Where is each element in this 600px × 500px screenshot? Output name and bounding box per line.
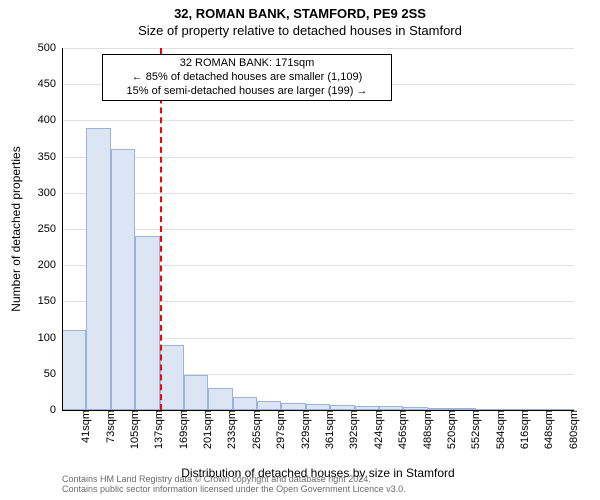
x-tick-label: 297sqm bbox=[269, 410, 287, 460]
x-tick-label: 361sqm bbox=[318, 410, 336, 460]
y-tick-label: 250 bbox=[38, 223, 62, 235]
y-tick-label: 200 bbox=[38, 259, 62, 271]
x-tick-label: 552sqm bbox=[464, 410, 482, 460]
y-tick-label: 50 bbox=[44, 368, 62, 380]
reference-line bbox=[160, 48, 162, 410]
annotation-line: 15% of semi-detached houses are larger (… bbox=[109, 85, 385, 99]
y-tick-label: 350 bbox=[38, 151, 62, 163]
gridline bbox=[62, 229, 574, 230]
chart-title: 32, ROMAN BANK, STAMFORD, PE9 2SS bbox=[0, 6, 600, 21]
x-tick-label: 392sqm bbox=[342, 410, 360, 460]
y-tick-label: 450 bbox=[38, 78, 62, 90]
histogram-bar bbox=[86, 128, 110, 410]
x-tick-label: 680sqm bbox=[562, 410, 580, 460]
x-tick-label: 424sqm bbox=[367, 410, 385, 460]
histogram-bar bbox=[135, 236, 159, 410]
y-tick-label: 500 bbox=[38, 42, 62, 54]
x-tick-label: 584sqm bbox=[489, 410, 507, 460]
x-tick-label: 201sqm bbox=[196, 410, 214, 460]
histogram-bar bbox=[208, 388, 232, 410]
y-tick-label: 100 bbox=[38, 332, 62, 344]
y-tick-label: 300 bbox=[38, 187, 62, 199]
x-tick-label: 105sqm bbox=[123, 410, 141, 460]
gridline bbox=[62, 120, 574, 121]
x-tick-label: 169sqm bbox=[172, 410, 190, 460]
histogram-bar bbox=[257, 401, 281, 410]
y-axis-line bbox=[62, 48, 63, 410]
x-tick-label: 616sqm bbox=[513, 410, 531, 460]
x-tick-label: 456sqm bbox=[391, 410, 409, 460]
x-axis-line bbox=[62, 410, 574, 411]
histogram-chart: 32, ROMAN BANK, STAMFORD, PE9 2SS Size o… bbox=[0, 0, 600, 500]
histogram-bar bbox=[281, 403, 305, 410]
histogram-bar bbox=[111, 149, 135, 410]
x-tick-label: 520sqm bbox=[440, 410, 458, 460]
x-tick-label: 137sqm bbox=[147, 410, 165, 460]
x-tick-label: 488sqm bbox=[416, 410, 434, 460]
attribution-line: Contains public sector information licen… bbox=[62, 484, 406, 494]
x-tick-label: 233sqm bbox=[220, 410, 238, 460]
y-tick-label: 0 bbox=[50, 404, 62, 416]
attribution-text: Contains HM Land Registry data © Crown c… bbox=[62, 474, 406, 494]
annotation-line: 32 ROMAN BANK: 171sqm bbox=[109, 57, 385, 71]
x-tick-label: 73sqm bbox=[99, 410, 117, 460]
histogram-bar bbox=[184, 375, 208, 410]
x-tick-label: 265sqm bbox=[245, 410, 263, 460]
plot-area: 05010015020025030035040045050041sqm73sqm… bbox=[62, 48, 574, 410]
y-tick-label: 150 bbox=[38, 295, 62, 307]
histogram-bar bbox=[160, 345, 184, 410]
gridline bbox=[62, 193, 574, 194]
attribution-line: Contains HM Land Registry data © Crown c… bbox=[62, 474, 406, 484]
histogram-bar bbox=[233, 397, 257, 410]
x-tick-label: 648sqm bbox=[537, 410, 555, 460]
annotation-line: ← 85% of detached houses are smaller (1,… bbox=[109, 71, 385, 85]
x-tick-label: 41sqm bbox=[74, 410, 92, 460]
gridline bbox=[62, 157, 574, 158]
gridline bbox=[62, 48, 574, 49]
y-axis-label: Number of detached properties bbox=[9, 48, 23, 410]
x-tick-label: 329sqm bbox=[294, 410, 312, 460]
y-tick-label: 400 bbox=[38, 114, 62, 126]
chart-subtitle: Size of property relative to detached ho… bbox=[0, 23, 600, 38]
histogram-bar bbox=[62, 330, 86, 410]
annotation-box: 32 ROMAN BANK: 171sqm← 85% of detached h… bbox=[102, 54, 392, 101]
